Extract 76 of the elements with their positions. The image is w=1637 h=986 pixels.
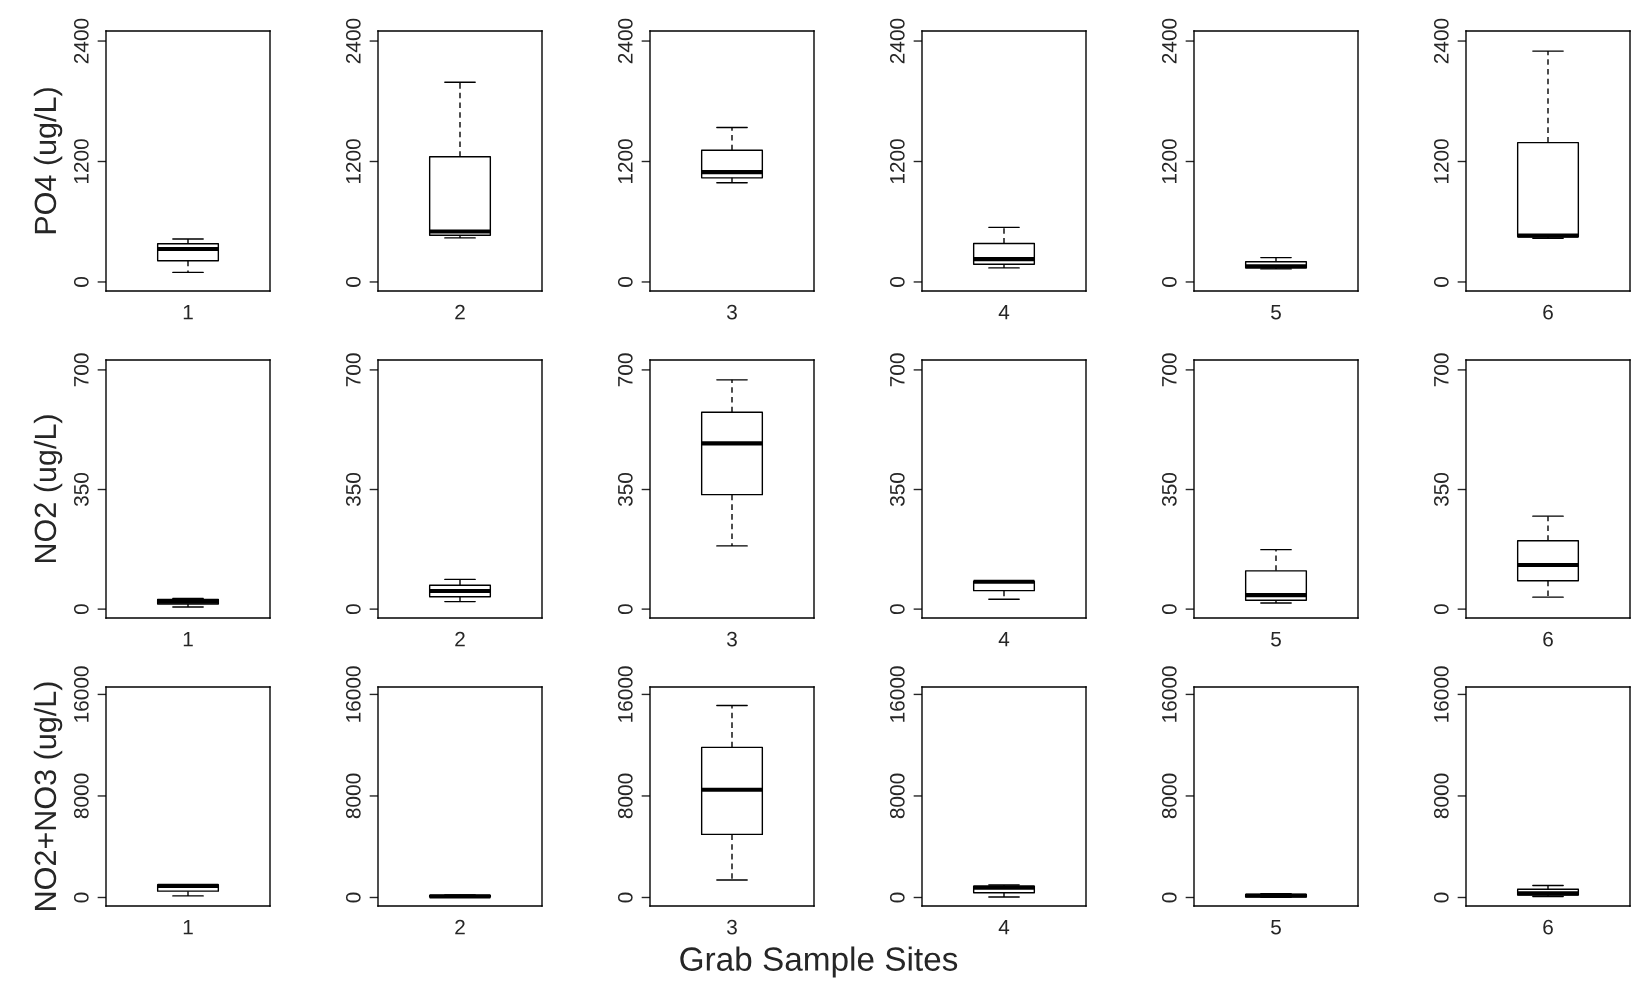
y-tick-label: 16000 bbox=[1161, 666, 1177, 722]
y-tick-label: 1200 bbox=[73, 139, 89, 184]
x-tick-label: 3 bbox=[727, 304, 737, 320]
y-tick-label: 0 bbox=[1161, 276, 1177, 287]
y-tick-label: 16000 bbox=[889, 666, 905, 722]
y-axis-title: NO2+NO3 (ug/L) bbox=[33, 682, 63, 910]
x-tick-label: 6 bbox=[1543, 304, 1553, 320]
y-tick-label: 8000 bbox=[889, 773, 905, 819]
x-tick-label: 6 bbox=[1543, 919, 1553, 935]
y-tick-label: 350 bbox=[889, 472, 905, 507]
y-tick-label: 0 bbox=[345, 604, 361, 615]
y-tick-label: 16000 bbox=[617, 666, 633, 722]
y-tick-label: 8000 bbox=[617, 773, 633, 819]
y-tick-label: 350 bbox=[1161, 472, 1177, 507]
y-tick-label: 2400 bbox=[1161, 18, 1177, 64]
y-tick-label: 2400 bbox=[1433, 18, 1449, 64]
y-tick-label: 1200 bbox=[1433, 139, 1449, 184]
y-tick-label: 0 bbox=[73, 604, 89, 615]
x-tick-label: 5 bbox=[1271, 631, 1281, 647]
y-tick-label: 350 bbox=[73, 472, 89, 507]
y-tick-label: 8000 bbox=[1161, 773, 1177, 819]
y-tick-label: 350 bbox=[617, 472, 633, 507]
x-axis-title: Grab Sample Sites bbox=[680, 946, 958, 978]
y-tick-label: 700 bbox=[617, 353, 633, 387]
y-tick-label: 2400 bbox=[617, 18, 633, 64]
y-tick-label: 700 bbox=[73, 353, 89, 387]
x-tick-label: 4 bbox=[998, 304, 1010, 320]
y-tick-label: 0 bbox=[1433, 604, 1449, 615]
x-tick-label: 5 bbox=[1271, 919, 1281, 935]
y-tick-label: 1200 bbox=[889, 139, 905, 184]
x-tick-label: 6 bbox=[1543, 631, 1553, 647]
y-tick-label: 0 bbox=[889, 276, 905, 287]
y-tick-label: 0 bbox=[1161, 892, 1177, 903]
y-tick-label: 0 bbox=[617, 604, 633, 615]
x-tick-label: 2 bbox=[455, 919, 465, 935]
y-axis-title: NO2 (ug/L) bbox=[33, 415, 63, 563]
y-tick-label: 0 bbox=[345, 892, 361, 903]
y-tick-label: 0 bbox=[345, 276, 361, 287]
y-tick-label: 2400 bbox=[73, 18, 89, 64]
y-tick-label: 700 bbox=[889, 353, 905, 387]
y-tick-label: 16000 bbox=[345, 666, 361, 722]
y-tick-label: 8000 bbox=[73, 773, 89, 819]
x-tick-label: 3 bbox=[727, 631, 737, 647]
x-tick-label: 3 bbox=[727, 919, 737, 935]
y-tick-label: 1200 bbox=[345, 139, 361, 184]
x-tick-label: 2 bbox=[455, 631, 465, 647]
x-tick-label: 4 bbox=[998, 631, 1010, 647]
y-tick-label: 0 bbox=[617, 276, 633, 287]
y-tick-label: 2400 bbox=[345, 18, 361, 64]
y-tick-label: 16000 bbox=[1433, 666, 1449, 722]
y-tick-label: 0 bbox=[1161, 604, 1177, 615]
y-tick-label: 0 bbox=[889, 892, 905, 903]
y-tick-label: 0 bbox=[73, 276, 89, 287]
x-tick-label: 5 bbox=[1271, 304, 1281, 320]
y-tick-label: 350 bbox=[345, 472, 361, 507]
y-tick-label: 350 bbox=[1433, 472, 1449, 507]
y-tick-label: 1200 bbox=[617, 139, 633, 184]
y-tick-label: 8000 bbox=[345, 773, 361, 819]
y-axis-title: PO4 (ug/L) bbox=[33, 88, 63, 234]
y-tick-label: 0 bbox=[617, 892, 633, 903]
y-tick-label: 1200 bbox=[1161, 139, 1177, 184]
x-tick-label: 1 bbox=[183, 919, 193, 935]
x-tick-label: 2 bbox=[455, 304, 465, 320]
x-tick-label: 4 bbox=[998, 919, 1010, 935]
y-tick-label: 0 bbox=[1433, 276, 1449, 287]
y-tick-label: 0 bbox=[1433, 892, 1449, 903]
y-tick-label: 700 bbox=[1161, 353, 1177, 387]
y-tick-label: 0 bbox=[73, 892, 89, 903]
y-tick-label: 16000 bbox=[73, 666, 89, 722]
y-tick-label: 2400 bbox=[889, 18, 905, 64]
y-tick-label: 0 bbox=[889, 604, 905, 615]
x-tick-label: 1 bbox=[183, 304, 193, 320]
x-tick-label: 1 bbox=[183, 631, 193, 647]
y-tick-label: 700 bbox=[1433, 353, 1449, 387]
y-tick-label: 8000 bbox=[1433, 773, 1449, 819]
y-tick-label: 700 bbox=[345, 353, 361, 387]
